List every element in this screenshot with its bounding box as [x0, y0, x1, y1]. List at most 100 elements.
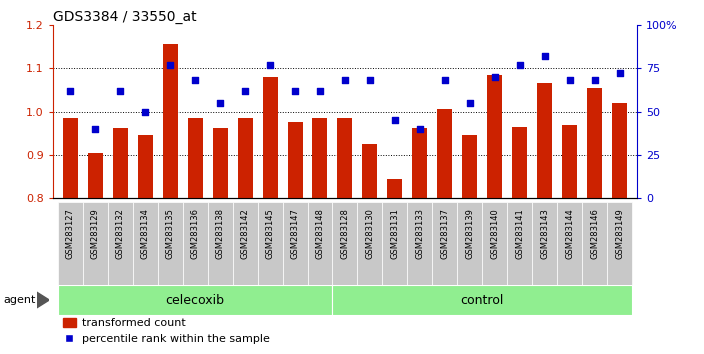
Text: GSM283145: GSM283145: [265, 209, 275, 259]
Bar: [463, 135, 477, 198]
Polygon shape: [37, 292, 49, 308]
Legend: transformed count, percentile rank within the sample: transformed count, percentile rank withi…: [58, 313, 274, 348]
Text: GSM283142: GSM283142: [241, 209, 250, 259]
Bar: [282, 202, 308, 285]
Bar: [263, 77, 277, 198]
Point: [489, 74, 501, 80]
Point: [215, 100, 226, 105]
Bar: [163, 44, 177, 198]
Text: GSM283139: GSM283139: [465, 209, 474, 259]
Point: [189, 78, 201, 83]
Text: GSM283135: GSM283135: [165, 209, 175, 259]
Point: [564, 78, 575, 83]
Point: [239, 88, 251, 93]
Text: GSM283144: GSM283144: [565, 209, 574, 259]
Text: GDS3384 / 33550_at: GDS3384 / 33550_at: [53, 10, 196, 24]
Bar: [532, 202, 557, 285]
Text: control: control: [460, 293, 504, 307]
Text: agent: agent: [4, 295, 36, 305]
Bar: [63, 118, 77, 198]
Point: [539, 53, 551, 59]
Bar: [337, 118, 353, 198]
Bar: [413, 127, 427, 198]
Text: GSM283141: GSM283141: [515, 209, 524, 259]
Bar: [612, 103, 627, 198]
Point: [265, 62, 276, 68]
Bar: [58, 202, 83, 285]
Bar: [508, 202, 532, 285]
Text: GSM283149: GSM283149: [615, 209, 624, 259]
Bar: [587, 88, 602, 198]
Bar: [213, 127, 227, 198]
Point: [89, 126, 101, 132]
Bar: [332, 202, 358, 285]
Text: GSM283132: GSM283132: [115, 209, 125, 259]
Bar: [138, 135, 153, 198]
Point: [139, 109, 151, 114]
Point: [65, 88, 76, 93]
Point: [414, 126, 425, 132]
Bar: [58, 285, 332, 315]
Text: GSM283129: GSM283129: [91, 209, 100, 259]
Bar: [188, 118, 203, 198]
Bar: [487, 75, 502, 198]
Bar: [308, 202, 332, 285]
Text: celecoxib: celecoxib: [165, 293, 225, 307]
Bar: [287, 122, 303, 198]
Bar: [358, 202, 382, 285]
Bar: [88, 153, 103, 198]
Text: GSM283147: GSM283147: [291, 209, 299, 259]
Text: GSM283137: GSM283137: [440, 209, 449, 259]
Point: [439, 78, 451, 83]
Bar: [432, 202, 458, 285]
Bar: [313, 118, 327, 198]
Bar: [182, 202, 208, 285]
Bar: [482, 202, 508, 285]
Bar: [208, 202, 232, 285]
Point: [514, 62, 525, 68]
Point: [315, 88, 326, 93]
Bar: [108, 202, 133, 285]
Text: GSM283136: GSM283136: [191, 209, 200, 259]
Bar: [232, 202, 258, 285]
Bar: [562, 125, 577, 198]
Text: GSM283148: GSM283148: [315, 209, 325, 259]
Text: GSM283128: GSM283128: [341, 209, 349, 259]
Bar: [258, 202, 282, 285]
Bar: [537, 83, 552, 198]
Point: [339, 78, 351, 83]
Bar: [113, 127, 127, 198]
Bar: [437, 109, 453, 198]
Bar: [237, 118, 253, 198]
Point: [289, 88, 301, 93]
Text: GSM283127: GSM283127: [65, 209, 75, 259]
Bar: [557, 202, 582, 285]
Bar: [513, 127, 527, 198]
Bar: [458, 202, 482, 285]
Text: GSM283146: GSM283146: [590, 209, 599, 259]
Point: [589, 78, 601, 83]
Point: [364, 78, 375, 83]
Bar: [363, 144, 377, 198]
Point: [115, 88, 126, 93]
Bar: [332, 285, 632, 315]
Text: GSM283134: GSM283134: [141, 209, 150, 259]
Text: GSM283131: GSM283131: [391, 209, 399, 259]
Bar: [382, 202, 408, 285]
Point: [389, 118, 401, 123]
Bar: [387, 179, 403, 198]
Point: [614, 70, 625, 76]
Point: [464, 100, 475, 105]
Point: [165, 62, 176, 68]
Bar: [133, 202, 158, 285]
Bar: [582, 202, 607, 285]
Text: GSM283143: GSM283143: [540, 209, 549, 259]
Text: GSM283140: GSM283140: [490, 209, 499, 259]
Text: GSM283133: GSM283133: [415, 209, 425, 259]
Bar: [83, 202, 108, 285]
Bar: [607, 202, 632, 285]
Bar: [408, 202, 432, 285]
Text: GSM283138: GSM283138: [215, 209, 225, 259]
Bar: [158, 202, 182, 285]
Text: GSM283130: GSM283130: [365, 209, 375, 259]
